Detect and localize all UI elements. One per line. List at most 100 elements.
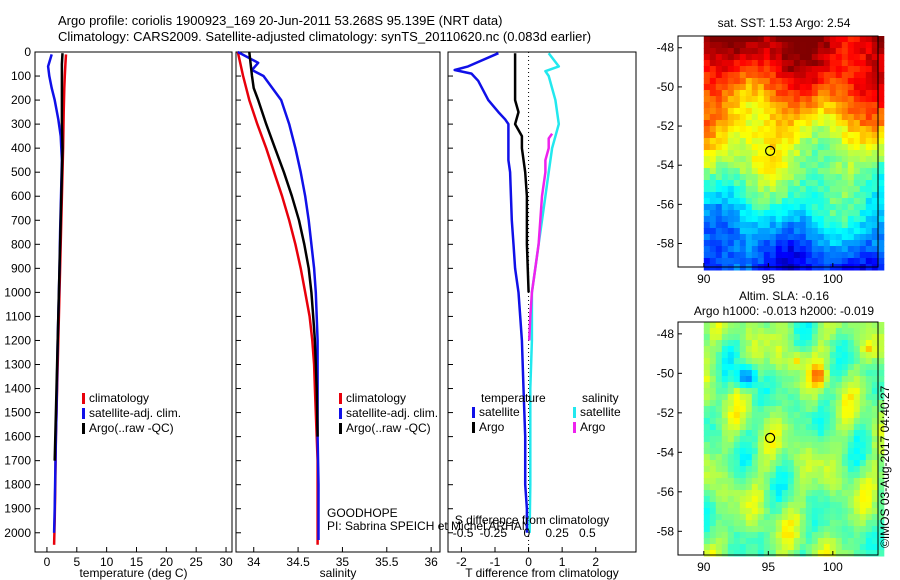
map-cell [859, 352, 867, 359]
map-cell [721, 60, 729, 67]
map-cell [847, 168, 855, 175]
map-cell [847, 162, 855, 169]
map-cell [769, 520, 777, 527]
map-cell [715, 150, 723, 157]
map-cell [769, 66, 777, 73]
map-cell [811, 328, 819, 335]
map-cell [847, 234, 855, 241]
map-cell [721, 48, 729, 55]
map-cell [763, 234, 771, 241]
map-cell [793, 490, 801, 497]
map-cell [739, 156, 747, 163]
map-cell [751, 228, 759, 235]
map-cell [799, 364, 807, 371]
map-cell [817, 126, 825, 133]
map-cell [781, 466, 789, 473]
map-cell [709, 168, 717, 175]
map-cell [769, 340, 777, 347]
map-cell [811, 424, 819, 431]
map-cell [775, 144, 783, 151]
map-cell [715, 144, 723, 151]
map-cell [853, 192, 861, 199]
map-cell [859, 138, 867, 145]
map-cell [847, 448, 855, 455]
map-cell [721, 394, 729, 401]
map-cell [733, 48, 741, 55]
map-cell [757, 538, 765, 545]
map-cell [823, 376, 831, 383]
map-cell [817, 228, 825, 235]
map-cell [703, 382, 711, 389]
map-cell [811, 322, 819, 329]
map-cell [859, 370, 867, 377]
map-cell [877, 84, 885, 91]
map-cell [823, 54, 831, 61]
map-cell [739, 382, 747, 389]
map-cell [835, 340, 843, 347]
map-cell [751, 334, 759, 341]
map-cell [805, 442, 813, 449]
map-cell [775, 90, 783, 97]
map-cell [763, 120, 771, 127]
map-cell [853, 90, 861, 97]
map-cell [703, 454, 711, 461]
map-cell [841, 514, 849, 521]
map-cell [817, 210, 825, 217]
map-cell [859, 490, 867, 497]
x-tick-label: 100 [823, 272, 843, 286]
map-cell [787, 126, 795, 133]
map-cell [787, 400, 795, 407]
map-cell [871, 96, 879, 103]
map-cell [715, 192, 723, 199]
map-cell [751, 376, 759, 383]
map-cell [757, 328, 765, 335]
map-cell [769, 526, 777, 533]
map-cell [877, 400, 885, 407]
map-cell [745, 126, 753, 133]
map-cell [751, 472, 759, 479]
map-cell [871, 412, 879, 419]
map-cell [835, 508, 843, 515]
map-cell [787, 90, 795, 97]
map-cell [703, 442, 711, 449]
map-cell [739, 346, 747, 353]
map-cell [817, 340, 825, 347]
legend-title-salinity: salinity [582, 391, 619, 405]
map-cell [709, 180, 717, 187]
map-cell [727, 544, 735, 551]
map-cell [823, 418, 831, 425]
map-cell [823, 198, 831, 205]
map-cell [769, 382, 777, 389]
map-cell [805, 222, 813, 229]
map-cell [787, 258, 795, 265]
map-cell [799, 406, 807, 413]
map-cell [727, 162, 735, 169]
map-cell [859, 496, 867, 503]
map-cell [733, 544, 741, 551]
map-cell [817, 382, 825, 389]
x2-tick-label: 0.25 [545, 526, 569, 540]
y-tick-label: 1200 [4, 333, 31, 347]
map-cell [817, 42, 825, 49]
map-cell [787, 234, 795, 241]
map-cell [787, 364, 795, 371]
map-cell [811, 54, 819, 61]
map-cell [745, 526, 753, 533]
x2-tick-label: -0.25 [480, 526, 508, 540]
map-cell [859, 186, 867, 193]
map-cell [805, 84, 813, 91]
map-cell [721, 364, 729, 371]
map-cell [721, 72, 729, 79]
map-cell [829, 42, 837, 49]
map-cell [757, 400, 765, 407]
map-cell [805, 66, 813, 73]
map-cell [865, 90, 873, 97]
map-cell [733, 406, 741, 413]
map-cell [835, 436, 843, 443]
map-cell [817, 466, 825, 473]
map-cell [805, 234, 813, 241]
map-cell [715, 174, 723, 181]
map-cell [757, 174, 765, 181]
map-cell [769, 490, 777, 497]
map-cell [781, 340, 789, 347]
